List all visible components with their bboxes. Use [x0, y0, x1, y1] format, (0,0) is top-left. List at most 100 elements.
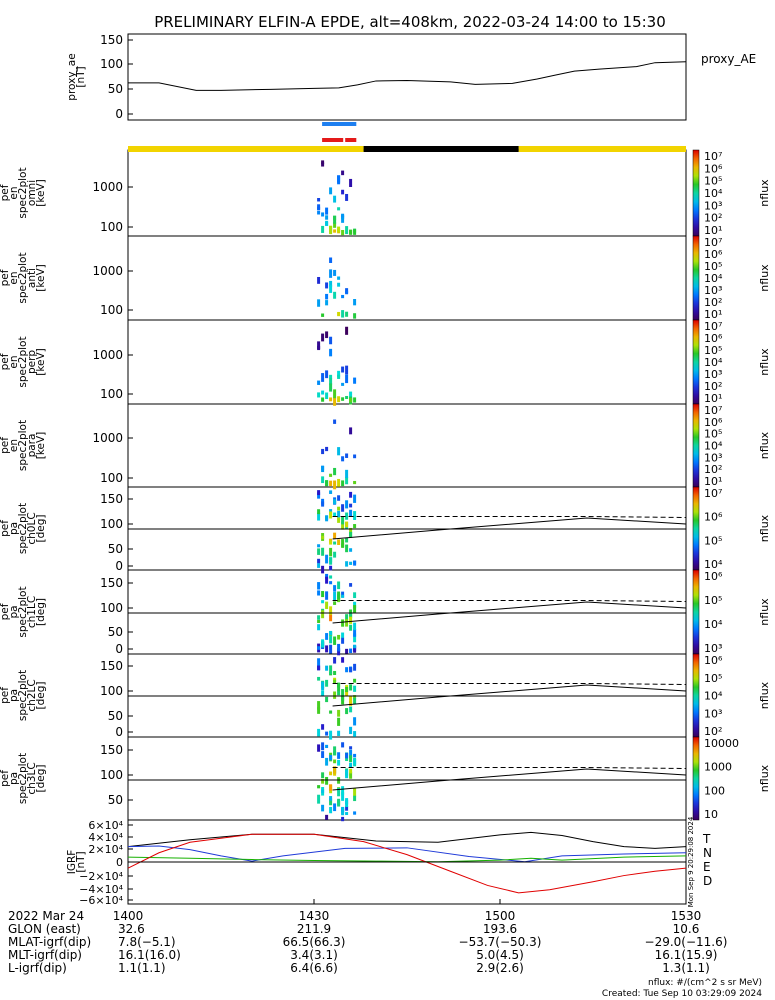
y-tick-label: 0	[115, 559, 123, 573]
spectrogram-cell	[349, 746, 353, 750]
spectrogram-cell	[321, 225, 325, 233]
spectrogram-cell	[345, 521, 349, 528]
spectrogram-cell	[349, 229, 353, 235]
spectrogram-cell	[353, 524, 357, 529]
ylabel-line: omni	[26, 180, 38, 206]
spectrogram-cell	[321, 476, 325, 484]
spectrogram-cell	[325, 591, 329, 600]
spectrogram-cell	[341, 619, 345, 627]
colorbar-tick-label: 10⁵	[704, 672, 722, 685]
colorbar	[692, 149, 700, 237]
y-tick-label: 100	[100, 57, 123, 71]
colorbar-tick-label: 10⁶	[704, 332, 723, 345]
ylabel-line: pef	[0, 353, 11, 370]
spectrogram-cell	[345, 193, 349, 201]
spectrogram-cell	[333, 499, 337, 505]
spectrogram-cell	[337, 709, 341, 717]
spectrogram-cell	[325, 731, 329, 736]
spectrogram-cell	[353, 622, 357, 631]
spectrogram-cell	[333, 512, 337, 517]
interval-marker-gap	[343, 136, 346, 144]
spectrogram-cell	[341, 637, 345, 644]
spectrogram-cell	[329, 377, 333, 385]
spectrogram-cell	[333, 195, 337, 203]
spectrogram-cell	[333, 766, 337, 774]
spectrogram-cell	[353, 592, 357, 599]
colorbar-label: nflux	[758, 681, 771, 709]
spectrogram-cell	[341, 214, 345, 223]
colorbar-tick-label: 10¹	[704, 308, 722, 321]
loss-cone-line	[332, 768, 687, 791]
spectrogram-cell	[333, 759, 337, 764]
colorbar	[692, 319, 700, 405]
spectrogram-cell	[345, 805, 349, 811]
colorbar-tick-label: 10⁶	[704, 511, 723, 524]
ylabel-line: pef	[0, 603, 11, 620]
ylabel-line: en	[8, 186, 20, 199]
spectrogram-cell	[325, 554, 329, 564]
spectrogram-cell	[345, 395, 349, 400]
spectrogram-cell	[345, 290, 349, 295]
spectrogram-cell	[329, 374, 333, 379]
spectrogram-cell	[329, 511, 333, 519]
spectrogram-cell	[345, 667, 349, 673]
colorbar-tick-label: 10²	[704, 380, 722, 393]
spectrogram-cell	[321, 547, 325, 556]
spectrogram-cell	[341, 170, 345, 176]
spectrogram-cell	[333, 585, 337, 592]
y-tick-label: 100	[100, 601, 123, 615]
spectrogram-cell	[321, 742, 325, 751]
panel-frame	[127, 736, 687, 821]
spectrogram-cell	[337, 759, 341, 766]
colorbar-tick-label: 10⁶	[704, 416, 723, 429]
spectrogram-cell	[333, 746, 337, 755]
colorbar-label: nflux	[758, 598, 771, 626]
spectrogram-cell	[349, 700, 353, 706]
spectrogram-cell	[321, 639, 325, 648]
footer-value: 3.4(3.1)	[290, 948, 338, 962]
spectrogram-cell	[349, 527, 353, 533]
anti-loss-cone-line	[332, 683, 687, 685]
spectrogram-cell	[349, 768, 353, 774]
spectrogram-cell	[333, 591, 337, 601]
y-tick-label: 4×10⁴	[88, 831, 123, 844]
spectrogram-cell	[341, 189, 345, 195]
colorbar-label: nflux	[758, 514, 771, 542]
spectrogram-cell	[321, 313, 325, 317]
ylabel-line: pef	[0, 520, 11, 537]
spectrogram-cell	[317, 509, 321, 515]
spectrogram-cell	[337, 175, 341, 183]
footer-row-label: L-igrf(dip)	[8, 961, 67, 975]
spectrogram-cell	[353, 695, 357, 699]
ylabel-line: en	[8, 355, 20, 368]
spectrogram-cell	[349, 648, 353, 654]
spectrogram-cell	[329, 575, 333, 579]
spectrogram-cell	[341, 539, 345, 548]
ylabel-line: en	[8, 439, 20, 452]
spectrogram-cell	[321, 724, 325, 730]
spectrogram-cell	[317, 380, 321, 385]
spectrogram-cell	[349, 762, 353, 768]
ylabel-line: anti	[26, 268, 38, 288]
colorbar-tick-label: 10³	[704, 707, 722, 720]
colorbar-tick-label: 10²	[704, 463, 722, 476]
spectrogram-cell	[317, 785, 321, 789]
y-tick-label: 150	[100, 33, 123, 47]
spectrogram-cell	[353, 663, 357, 671]
spectrogram-cell	[329, 187, 333, 195]
spectrogram-cell	[337, 282, 341, 287]
footer-value: 2.9(2.6)	[476, 961, 524, 975]
igrf-legend-e: E	[703, 860, 711, 874]
ylabel-line: ch2LC	[26, 679, 38, 711]
y-tick-label: 100	[100, 768, 123, 782]
spectrogram-cell	[333, 269, 337, 276]
spectrogram-cell	[337, 798, 341, 807]
spectrogram-cell	[325, 515, 329, 522]
spectrogram-cell	[321, 465, 325, 471]
spectrogram-cell	[329, 348, 333, 357]
ylabel-line: spec2plot	[17, 503, 29, 554]
spectrogram-cell	[349, 755, 353, 763]
spectrogram-cell	[317, 563, 321, 568]
ylabel-line: spec2plot	[17, 252, 29, 303]
